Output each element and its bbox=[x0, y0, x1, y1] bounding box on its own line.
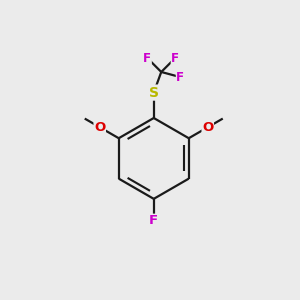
Text: F: F bbox=[171, 52, 179, 64]
Text: O: O bbox=[94, 121, 105, 134]
Text: O: O bbox=[202, 121, 213, 134]
Text: S: S bbox=[149, 85, 159, 100]
Text: F: F bbox=[143, 52, 152, 64]
Text: F: F bbox=[149, 214, 158, 227]
Text: F: F bbox=[176, 70, 184, 84]
